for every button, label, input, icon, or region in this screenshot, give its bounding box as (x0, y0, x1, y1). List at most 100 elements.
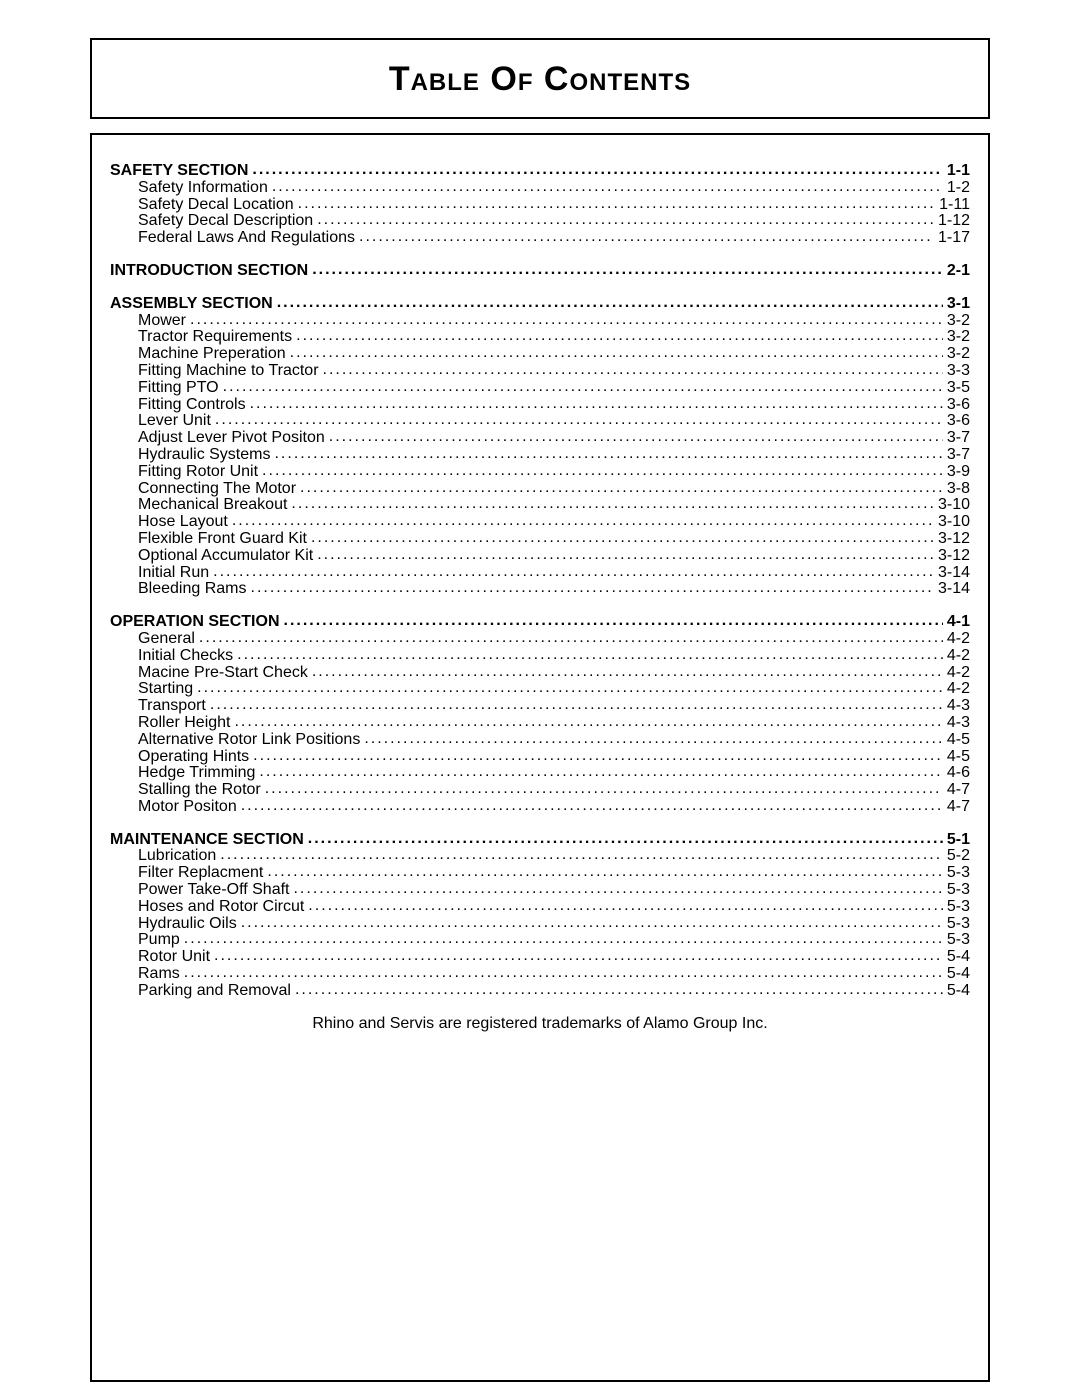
toc-leader-dots (234, 714, 942, 731)
toc-item-label: Bleeding Rams (110, 581, 247, 598)
toc-item-label: Lubrication (110, 848, 216, 865)
toc-leader-dots (290, 345, 943, 362)
toc-leader-dots (210, 697, 943, 714)
toc-section-label: INTRODUCTION SECTION (110, 263, 308, 280)
toc-item-label: Power Take-Off Shaft (110, 882, 289, 899)
toc-item: General4-2 (110, 631, 970, 648)
toc-item: Rams5-4 (110, 966, 970, 983)
toc-leader-dots (267, 864, 943, 881)
toc-item: Starting4-2 (110, 681, 970, 698)
toc-leader-dots (251, 580, 934, 597)
toc-item: Alternative Rotor Link Positions4-5 (110, 732, 970, 749)
toc-item-label: Fitting Controls (110, 397, 246, 414)
toc-leader-dots (190, 312, 943, 329)
toc-leader-dots (274, 446, 942, 463)
toc-section: INTRODUCTION SECTION 2-1 (110, 263, 970, 280)
toc-item: Mower 3-2 (110, 313, 970, 330)
toc-item-page: 3-9 (947, 464, 970, 481)
trademark-note: Rhino and Servis are registered trademar… (0, 1015, 1080, 1033)
toc-leader-dots (241, 798, 943, 815)
toc-item-label: Motor Positon (110, 799, 237, 816)
toc-leader-dots (259, 764, 943, 781)
toc-item-page: 5-4 (947, 949, 970, 966)
toc-item: Machine Preperation3-2 (110, 346, 970, 363)
toc-item: Roller Height4-3 (110, 715, 970, 732)
toc-item-page: 3-3 (947, 363, 970, 380)
toc-item-label: Transport (110, 698, 206, 715)
toc-item-page: 5-3 (947, 899, 970, 916)
toc-item-label: Mower (110, 313, 186, 330)
toc-item-label: Flexible Front Guard Kit (110, 531, 307, 548)
toc-item-label: Pump (110, 932, 180, 949)
toc-item-page: 5-3 (947, 865, 970, 882)
toc-leader-dots (359, 229, 934, 246)
toc-leader-dots (213, 564, 934, 581)
toc-item: Safety Information1-2 (110, 180, 970, 197)
toc-item-page: 5-2 (947, 848, 970, 865)
toc-section: ASSEMBLY SECTION3-1Mower3-2Tractor Requi… (110, 296, 970, 598)
toc-item-page: 3-2 (947, 313, 970, 330)
toc-item-label: Safety Decal Location (110, 197, 294, 214)
toc-item-label: Fitting Machine to Tractor (110, 363, 319, 380)
toc-item-page: 5-4 (947, 966, 970, 983)
toc-item: Fitting PTO3-5 (110, 380, 970, 397)
toc-item-page: 3-12 (938, 548, 970, 565)
toc-item-page: 3-5 (947, 380, 970, 397)
toc-item-label: Initial Checks (110, 648, 233, 665)
toc-item-page: 3-6 (947, 397, 970, 414)
toc-item: Federal Laws And Regulations1-17 (110, 230, 970, 247)
toc-leader-dots (184, 965, 943, 982)
toc-leader-dots (199, 630, 943, 647)
toc-leader-dots (323, 362, 943, 379)
toc-leader-dots (215, 412, 943, 429)
toc-leader-dots (308, 898, 943, 915)
toc-item-page: 4-5 (947, 749, 970, 766)
toc-item: Hydraulic Systems3-7 (110, 447, 970, 464)
toc-leader-dots (232, 513, 934, 530)
toc-leader-dots (329, 429, 943, 446)
toc-item: Hose Layout 3-10 (110, 514, 970, 531)
toc-item-page: 1-11 (939, 197, 970, 214)
toc-item-label: Hydraulic Oils (110, 916, 237, 933)
toc-item-page: 4-7 (947, 799, 970, 816)
toc-section-page: 1-1 (947, 163, 970, 180)
toc-item-page: 4-3 (947, 698, 970, 715)
toc-item-page: 3-10 (938, 514, 970, 531)
toc-leader-dots (253, 748, 943, 765)
toc-leader-dots (184, 931, 943, 948)
page-title: Table Of Contents (92, 60, 988, 99)
toc-item: Pump 5-3 (110, 932, 970, 949)
toc-leader-dots (214, 948, 943, 965)
toc-leader-dots (300, 480, 943, 497)
toc-item: Stalling the Rotor4-7 (110, 782, 970, 799)
toc-item-page: 4-2 (947, 631, 970, 648)
toc-item-label: Hose Layout (110, 514, 228, 531)
toc-leader-dots (220, 847, 943, 864)
toc-item-page: 3-10 (938, 497, 970, 514)
page: Table Of Contents SAFETY SECTION1-1Safet… (0, 0, 1080, 1397)
toc-item-page: 5-3 (947, 932, 970, 949)
toc-leader-dots (241, 915, 943, 932)
toc-section-heading: OPERATION SECTION4-1 (110, 614, 970, 631)
toc-leader-dots (250, 396, 943, 413)
toc-item: Filter Replacment 5-3 (110, 865, 970, 882)
toc-section-page: 2-1 (947, 263, 970, 280)
toc-item: Fitting Machine to Tractor 3-3 (110, 363, 970, 380)
toc-item: Parking and Removal5-4 (110, 983, 970, 1000)
toc-leader-dots (291, 496, 934, 513)
toc-item-label: Filter Replacment (110, 865, 263, 882)
toc-leader-dots (265, 781, 943, 798)
toc-item-label: Tractor Requirements (110, 329, 292, 346)
toc-item-page: 3-7 (947, 447, 970, 464)
toc-item: Lever Unit3-6 (110, 413, 970, 430)
toc-leader-dots (364, 731, 943, 748)
toc-section-heading: INTRODUCTION SECTION 2-1 (110, 263, 970, 280)
toc-section: MAINTENANCE SECTION5-1Lubrication5-2Filt… (110, 832, 970, 1000)
toc-item-page: 3-7 (947, 430, 970, 447)
toc-item-label: Safety Information (110, 180, 268, 197)
toc-item-label: Rotor Unit (110, 949, 210, 966)
toc-item-page: 3-12 (938, 531, 970, 548)
toc-item: Operating Hints4-5 (110, 749, 970, 766)
toc-item: Flexible Front Guard Kit 3-12 (110, 531, 970, 548)
toc-item: Optional Accumulator Kit3-12 (110, 548, 970, 565)
